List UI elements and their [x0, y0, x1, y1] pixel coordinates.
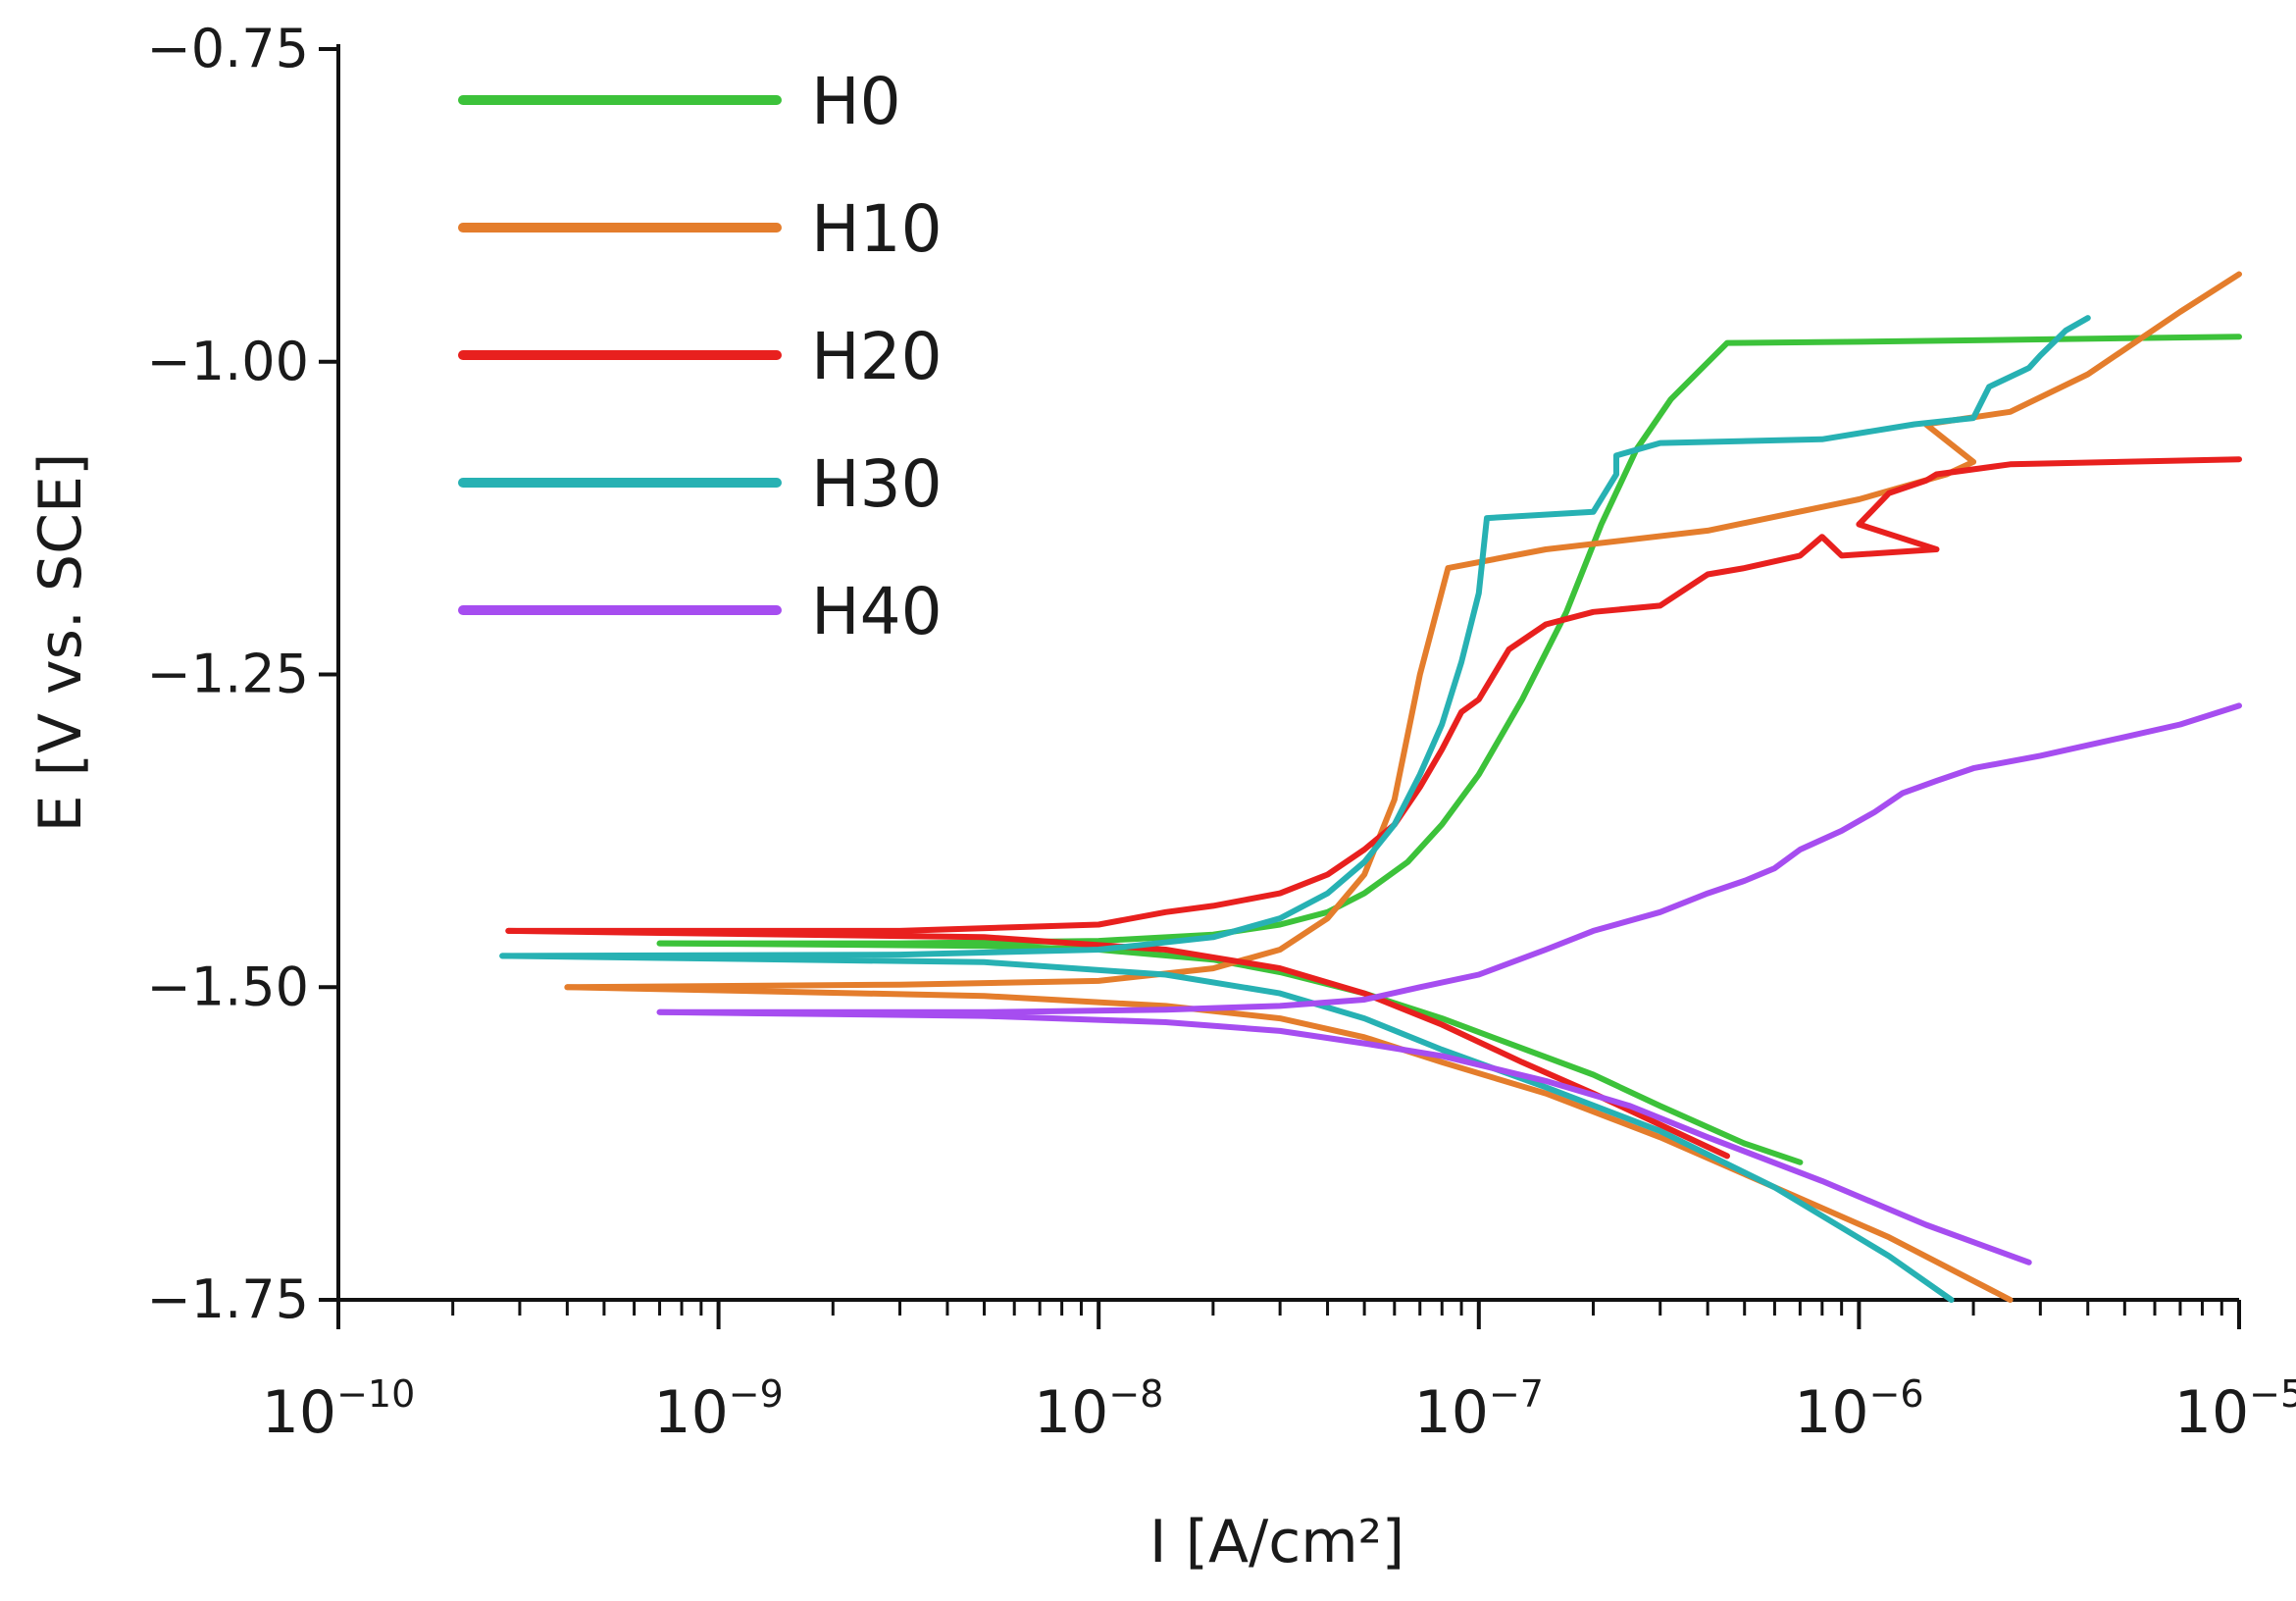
- series-h0-anodic-line: [656, 334, 2242, 947]
- series-h20-cathodic-line: [505, 927, 1730, 1160]
- y-tick-label: −1.75: [147, 1268, 309, 1330]
- series-h20-anodic-line: [505, 456, 2242, 934]
- y-tick-label: −1.00: [147, 331, 309, 392]
- legend-label-h40: H40: [811, 574, 943, 649]
- legend: H0 H10 H20 H30 H40: [458, 64, 943, 649]
- x-tick-label: 10−10: [262, 1372, 416, 1447]
- x-axis-title: I [A/cm²]: [1149, 1508, 1404, 1576]
- series-h10-anodic-line: [564, 271, 2242, 991]
- y-tick-label: −1.25: [147, 644, 309, 705]
- series-h30-cathodic-line: [499, 953, 1955, 1303]
- legend-label-h0: H0: [811, 64, 901, 139]
- series-h30-anodic-line: [499, 315, 2091, 959]
- y-tick-label: −0.75: [147, 18, 309, 79]
- legend-label-h20: H20: [811, 319, 943, 394]
- axes-layer: −0.75 −1.00 −1.25 −1.50 −1.75 10−10 10−9 10−8 10…: [147, 18, 2296, 1447]
- legend-label-h30: H30: [811, 446, 943, 522]
- x-tick-label: 10−6: [1794, 1372, 1923, 1447]
- series-h40-cathodic-line: [656, 1008, 2032, 1265]
- x-tick-label: 10−7: [1414, 1372, 1544, 1447]
- series-h0-cathodic-line: [656, 940, 1804, 1165]
- series-layer: [499, 271, 2242, 1303]
- x-tick-label: 10−8: [1034, 1372, 1163, 1447]
- x-tick-label: 10−9: [653, 1372, 783, 1447]
- y-axis-title: E [V vs. SCE]: [26, 453, 95, 833]
- y-tick-label: −1.50: [147, 955, 309, 1017]
- x-tick-label: 10−5: [2174, 1372, 2296, 1447]
- legend-label-h10: H10: [811, 191, 943, 267]
- series-h10-cathodic-line: [564, 984, 2014, 1303]
- series-h40-anodic-line: [656, 702, 2242, 1015]
